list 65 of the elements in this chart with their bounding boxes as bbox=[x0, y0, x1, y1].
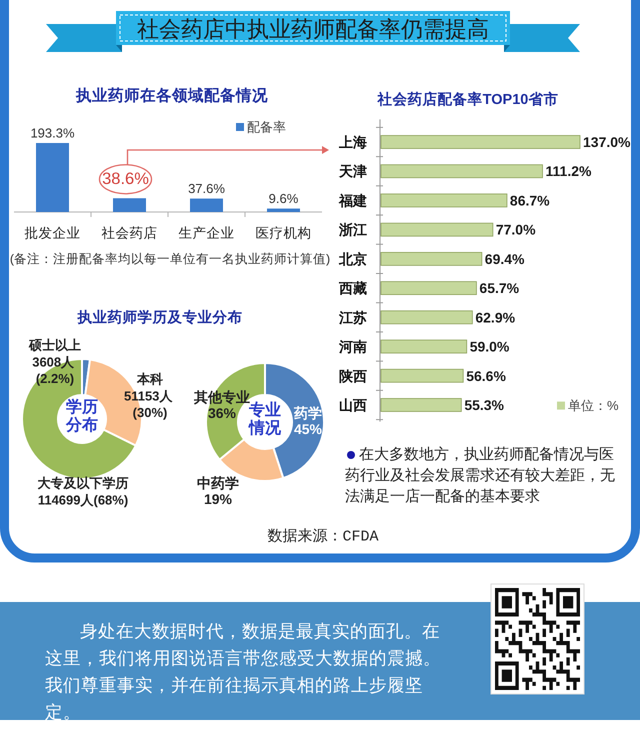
data-label: 56.6% bbox=[466, 368, 506, 384]
bar bbox=[380, 310, 473, 324]
x-tick-label: 批发企业 bbox=[24, 226, 80, 240]
bar bbox=[380, 252, 482, 266]
text: 社会药店中执业药师配备率仍需提高 bbox=[137, 16, 489, 42]
y-tick-label: 陕西 bbox=[339, 368, 367, 384]
text: 在大多数地方，执业药师配备情况与医药行业及社会发展需求还有较大差距，无法满足一店一配备的基本要求 bbox=[345, 445, 616, 507]
bar bbox=[113, 198, 146, 212]
data-label: 114699人(68%) bbox=[38, 492, 128, 507]
x-tick-label: 社会药店 bbox=[102, 226, 158, 240]
bar bbox=[380, 164, 543, 178]
chart-title: 执业药师在各领域配备情况 bbox=[75, 86, 269, 104]
data-label: 51153人 (30%) bbox=[124, 388, 176, 420]
text: (备注：注册配备率均以每一单位有一名执业药师计算值) bbox=[10, 251, 330, 266]
y-tick-label: 天津 bbox=[338, 163, 367, 180]
text: 专业情况 bbox=[248, 402, 282, 438]
data-label: 9.6% bbox=[268, 191, 299, 206]
bar bbox=[380, 135, 580, 149]
y-tick-label: 上海 bbox=[338, 134, 367, 150]
slice-label: 硕士以上 bbox=[28, 338, 81, 352]
y-tick-label: 河南 bbox=[338, 338, 367, 355]
y-tick-label: 西藏 bbox=[338, 280, 367, 296]
data-label: 86.7% bbox=[510, 192, 550, 208]
y-tick-label: 山西 bbox=[339, 396, 367, 413]
slice-label: 本科 bbox=[136, 372, 163, 386]
data-label: 77.0% bbox=[496, 222, 536, 238]
slice-label: 药学 bbox=[293, 405, 322, 421]
x-tick-label: 医疗机构 bbox=[256, 226, 312, 240]
data-label: 3608人 (2.2%) bbox=[32, 354, 78, 386]
data-label: 193.3% bbox=[30, 126, 75, 140]
data-label: 36% bbox=[208, 405, 237, 421]
y-tick-label: 福建 bbox=[338, 192, 367, 208]
bar bbox=[380, 340, 468, 354]
source-note: 数据来源：CFDA bbox=[267, 528, 379, 546]
bar bbox=[380, 281, 477, 296]
data-label: 59.0% bbox=[470, 338, 510, 355]
data-label: 62.9% bbox=[475, 309, 516, 326]
y-tick-label: 江苏 bbox=[338, 309, 367, 326]
chart-title: 执业药师学历及专业分布 bbox=[76, 309, 242, 326]
slice-label: 大专及以下学历 bbox=[38, 476, 128, 490]
data-label: 37.6% bbox=[188, 181, 226, 196]
data-label: 45% bbox=[294, 421, 323, 437]
data-label: 65.7% bbox=[479, 280, 520, 296]
bar bbox=[190, 198, 223, 212]
y-tick-label: 北京 bbox=[338, 250, 367, 267]
bar bbox=[380, 222, 494, 237]
data-label: 69.4% bbox=[484, 250, 526, 267]
bar bbox=[380, 398, 462, 412]
bar bbox=[380, 368, 464, 383]
data-label: 137.0% bbox=[583, 134, 632, 150]
data-label: 55.3% bbox=[464, 396, 505, 413]
data-label: 111.2% bbox=[546, 163, 592, 180]
slice-label: 中药学 bbox=[197, 475, 239, 491]
y-tick-label: 浙江 bbox=[338, 222, 367, 238]
legend-label: 配备率 bbox=[247, 120, 286, 134]
bar bbox=[36, 143, 69, 212]
data-label: 38.6% bbox=[102, 170, 150, 188]
text: 身处在大数据时代，数据是最真实的面孔。在这里，我们将用图说语言带您感受大数据的震撼。我们尊重事实，并在前往揭示真相的路上步履坚定。 bbox=[45, 620, 442, 724]
text: 学历分布 bbox=[64, 399, 99, 435]
legend-label: 单位：% bbox=[568, 398, 619, 414]
x-tick-label: 生产企业 bbox=[178, 226, 234, 240]
data-label: 19% bbox=[204, 491, 233, 507]
chart-title: 社会药店配备率TOP10省市 bbox=[376, 90, 558, 108]
bar bbox=[267, 208, 300, 212]
bar bbox=[380, 194, 508, 208]
